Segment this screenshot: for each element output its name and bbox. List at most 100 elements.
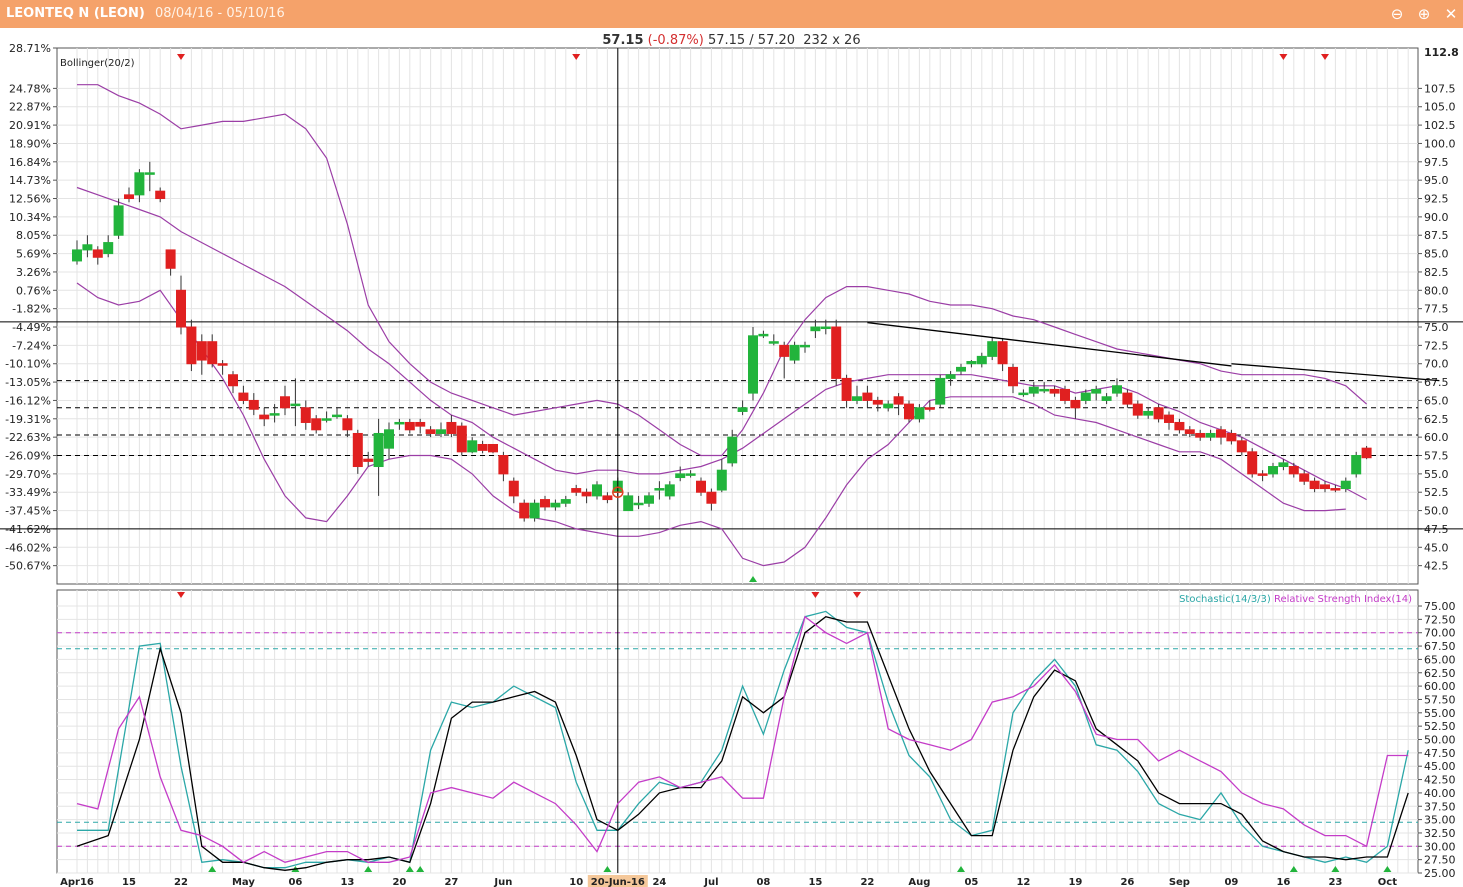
price-change: (-0.87%) (647, 33, 704, 48)
indicator-tick-label: 72.50 (1424, 613, 1456, 626)
candle-down (1164, 414, 1174, 423)
candle-down (280, 396, 290, 409)
x-axis-label: 05 (964, 877, 978, 887)
bid-ask-size: 232 x 26 (803, 33, 861, 48)
candle-up (1268, 466, 1278, 475)
price-panel (56, 47, 1419, 585)
candle-down (1320, 484, 1330, 490)
indicator-tick-label: 47.50 (1424, 747, 1456, 760)
candle-down (779, 344, 790, 357)
candle-down (1132, 403, 1143, 416)
candle-up (664, 484, 675, 497)
percent-tick-label: -33.49% (5, 486, 51, 499)
candle-down (1309, 480, 1320, 490)
candle-down (352, 432, 363, 468)
percent-tick-label: 12.56% (9, 193, 51, 206)
bollinger-lower (76, 282, 1346, 567)
percent-tick-label: 24.78% (9, 82, 51, 95)
candle-down (904, 403, 914, 420)
percent-tick-label: -29.70% (5, 468, 51, 481)
price-tick-label: 52.5 (1424, 486, 1449, 499)
bollinger-upper (77, 84, 1367, 457)
candle-down (1330, 488, 1341, 491)
percent-tick-label: -16.12% (5, 394, 51, 407)
candle-up (644, 495, 654, 504)
x-axis-label: Apr16 (60, 877, 94, 887)
buy-signal-marker (364, 866, 373, 872)
percent-tick-label: 8.05% (16, 229, 51, 242)
x-axis-label: 26 (1120, 877, 1134, 887)
candle-down (311, 418, 322, 431)
indicator-panel (56, 589, 1419, 874)
candle-up (654, 488, 665, 491)
percent-tick-label: -13.05% (5, 376, 51, 389)
x-axis-label: Oct (1378, 877, 1397, 887)
candle-up (789, 344, 800, 361)
price-tick-label: 95.0 (1424, 174, 1449, 187)
price-tick-label: 85.0 (1424, 248, 1449, 261)
indicator-tick-label: 65.00 (1424, 653, 1456, 666)
candle-down (1361, 447, 1372, 459)
indicator-tick-label: 75.00 (1424, 600, 1456, 613)
x-axis-label: 13 (340, 877, 354, 887)
zoom-out-icon[interactable]: ⊖ (1390, 5, 1404, 23)
candle-down (1195, 432, 1206, 438)
percent-tick-label: -50.67% (5, 560, 51, 573)
x-axis-label: 27 (444, 877, 458, 887)
price-tick-label: 97.5 (1424, 156, 1449, 169)
candle-down (196, 341, 207, 361)
stochastic-k-line (77, 610, 1409, 869)
candle-up (332, 414, 342, 418)
candle-up (103, 242, 114, 255)
candle-down (571, 488, 582, 493)
candle-up (1205, 432, 1216, 438)
candle-down (1049, 388, 1060, 394)
candle-down (363, 458, 374, 462)
candle-up (467, 440, 478, 453)
candle-up (560, 499, 571, 504)
candle-up (800, 344, 810, 348)
candle-down (1174, 421, 1185, 431)
candle-down (581, 491, 592, 497)
candle-down (1153, 407, 1164, 420)
candle-down (508, 480, 519, 497)
bollinger-legend: Bollinger(20/2) (60, 58, 135, 69)
candle-up (72, 249, 82, 262)
indicator-tick-label: 40.00 (1424, 787, 1456, 800)
candle-down (1247, 451, 1258, 475)
price-tick-label: 82.5 (1424, 266, 1449, 279)
candle-down (498, 455, 509, 475)
x-axis-label: 12 (1016, 877, 1030, 887)
candle-up (810, 326, 821, 332)
sell-signal-marker (1279, 54, 1288, 60)
price-tick-label: 80.0 (1424, 284, 1449, 297)
candle-up (1112, 385, 1122, 394)
candle-up (675, 473, 686, 479)
percent-tick-label: 10.34% (9, 211, 51, 224)
percent-tick-label: -26.09% (5, 450, 51, 463)
candle-down (1008, 366, 1018, 387)
buy-signal-marker (1331, 866, 1340, 872)
candle-up (1018, 392, 1029, 396)
x-axis-label: 16 (1276, 877, 1290, 887)
candle-down (155, 190, 166, 200)
candle-up (384, 429, 394, 449)
candle-down (1060, 388, 1070, 401)
percent-tick-label: 0.76% (16, 284, 51, 297)
close-icon[interactable]: ✕ (1444, 5, 1458, 23)
candle-down (176, 289, 186, 328)
zoom-in-icon[interactable]: ⊕ (1417, 5, 1431, 23)
last-price: 57.15 (602, 33, 644, 48)
buy-signal-marker (957, 866, 965, 872)
indicator-tick-label: 52.50 (1424, 720, 1456, 733)
percent-tick-label: 28.71% (9, 42, 51, 55)
candle-down (831, 326, 842, 379)
price-tick-label: 67.5 (1424, 376, 1449, 389)
chart-title: LEONTEQ N (LEON) (6, 6, 145, 21)
candle-up (852, 396, 862, 401)
candle-down (404, 421, 415, 431)
indicator-tick-label: 70.00 (1424, 627, 1456, 640)
candle-up (134, 172, 145, 196)
x-axis-label: 06 (288, 877, 302, 887)
